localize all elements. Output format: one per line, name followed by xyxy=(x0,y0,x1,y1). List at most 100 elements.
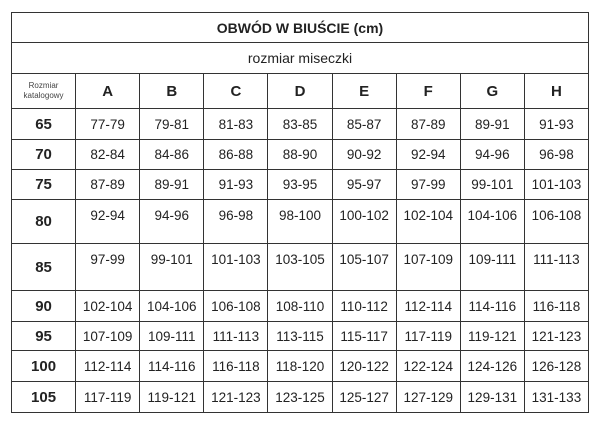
cup-header: F xyxy=(395,73,461,109)
value-cell: 90-92 xyxy=(331,139,397,170)
value-cell: 91-93 xyxy=(523,108,590,140)
value-cell: 101-103 xyxy=(523,169,590,200)
table-row: 65 77-79 79-81 81-83 83-85 85-87 87-89 89-91 91-… xyxy=(10,108,590,140)
value-cell: 77-79 xyxy=(75,108,141,140)
value-cell: 114-116 xyxy=(459,290,525,322)
size-cell: 105 xyxy=(10,381,77,413)
size-cell: 80 xyxy=(10,199,77,244)
value-cell: 104-106 xyxy=(139,290,205,322)
corner-label: Rozmiar katalogowy xyxy=(10,73,77,109)
value-cell: 99-101 xyxy=(459,169,525,200)
cup-header: D xyxy=(267,73,333,109)
table-row: 95 107-109 109-111 111-113 113-115 115-117 117… xyxy=(10,321,590,351)
value-cell: 116-118 xyxy=(203,350,269,382)
corner-label-line1: Rozmiar xyxy=(28,81,59,90)
size-cell: 85 xyxy=(10,243,77,291)
table-row: 85 97-99 99-101 101-103 103-105 105-107 107-10… xyxy=(10,243,590,291)
value-cell: 129-131 xyxy=(459,381,525,413)
value-cell: 103-105 xyxy=(267,243,333,291)
value-cell: 106-108 xyxy=(523,199,590,244)
value-cell: 121-123 xyxy=(203,381,269,413)
value-cell: 117-119 xyxy=(395,321,461,351)
value-cell: 118-120 xyxy=(267,350,333,382)
value-cell: 114-116 xyxy=(139,350,205,382)
value-cell: 120-122 xyxy=(331,350,397,382)
cup-header: G xyxy=(459,73,525,109)
value-cell: 121-123 xyxy=(523,321,590,351)
value-cell: 126-128 xyxy=(523,350,590,382)
value-cell: 119-121 xyxy=(459,321,525,351)
value-cell: 109-111 xyxy=(139,321,205,351)
size-cell: 65 xyxy=(10,108,77,140)
value-cell: 119-121 xyxy=(139,381,205,413)
value-cell: 102-104 xyxy=(395,199,461,244)
value-cell: 83-85 xyxy=(267,108,333,140)
size-cell: 100 xyxy=(10,350,77,382)
value-cell: 123-125 xyxy=(267,381,333,413)
value-cell: 105-107 xyxy=(331,243,397,291)
value-cell: 93-95 xyxy=(267,169,333,200)
value-cell: 111-113 xyxy=(203,321,269,351)
value-cell: 117-119 xyxy=(75,381,141,413)
value-cell: 110-112 xyxy=(331,290,397,322)
value-cell: 91-93 xyxy=(203,169,269,200)
table-row: 75 87-89 89-91 91-93 93-95 95-97 97-99 99-101 10… xyxy=(10,169,590,200)
table-subtitle: rozmiar miseczki xyxy=(11,42,589,74)
value-cell: 127-129 xyxy=(395,381,461,413)
value-cell: 100-102 xyxy=(331,199,397,244)
value-cell: 92-94 xyxy=(75,199,141,244)
value-cell: 115-117 xyxy=(331,321,397,351)
value-cell: 92-94 xyxy=(395,139,461,170)
value-cell: 125-127 xyxy=(331,381,397,413)
value-cell: 112-114 xyxy=(395,290,461,322)
value-cell: 96-98 xyxy=(523,139,590,170)
value-cell: 86-88 xyxy=(203,139,269,170)
table-row: 90 102-104 104-106 106-108 108-110 110-112 112… xyxy=(10,290,590,322)
value-cell: 85-87 xyxy=(331,108,397,140)
size-cell: 75 xyxy=(10,169,77,200)
value-cell: 95-97 xyxy=(331,169,397,200)
value-cell: 101-103 xyxy=(203,243,269,291)
cup-header: E xyxy=(331,73,397,109)
value-cell: 88-90 xyxy=(267,139,333,170)
value-cell: 111-113 xyxy=(523,243,590,291)
value-cell: 109-111 xyxy=(459,243,525,291)
value-cell: 113-115 xyxy=(267,321,333,351)
corner-label-line2: katalogowy xyxy=(23,91,64,100)
value-cell: 106-108 xyxy=(203,290,269,322)
value-cell: 107-109 xyxy=(395,243,461,291)
size-cell: 70 xyxy=(10,139,77,170)
value-cell: 84-86 xyxy=(139,139,205,170)
cup-header: C xyxy=(203,73,269,109)
table-row: 100 112-114 114-116 116-118 118-120 120-122 12… xyxy=(10,350,590,382)
value-cell: 82-84 xyxy=(75,139,141,170)
value-cell: 98-100 xyxy=(267,199,333,244)
table-row: 105 117-119 119-121 121-123 123-125 125-127 12… xyxy=(10,381,590,413)
value-cell: 97-99 xyxy=(75,243,141,291)
value-cell: 116-118 xyxy=(523,290,590,322)
value-cell: 94-96 xyxy=(459,139,525,170)
value-cell: 79-81 xyxy=(139,108,205,140)
table-row: 70 82-84 84-86 86-88 88-90 90-92 92-94 94-96 96-… xyxy=(10,139,590,170)
value-cell: 89-91 xyxy=(459,108,525,140)
size-cell: 90 xyxy=(10,290,77,322)
value-cell: 81-83 xyxy=(203,108,269,140)
table-row: 80 92-94 94-96 96-98 98-100 100-102 102-104 104… xyxy=(10,199,590,244)
value-cell: 102-104 xyxy=(75,290,141,322)
value-cell: 97-99 xyxy=(395,169,461,200)
value-cell: 96-98 xyxy=(203,199,269,244)
value-cell: 112-114 xyxy=(75,350,141,382)
cup-header: H xyxy=(523,73,590,109)
cup-header: A xyxy=(75,73,141,109)
value-cell: 122-124 xyxy=(395,350,461,382)
table-title: OBWÓD W BIUŚCIE (cm) xyxy=(11,12,589,43)
value-cell: 87-89 xyxy=(395,108,461,140)
value-cell: 104-106 xyxy=(459,199,525,244)
value-cell: 94-96 xyxy=(139,199,205,244)
value-cell: 108-110 xyxy=(267,290,333,322)
value-cell: 99-101 xyxy=(139,243,205,291)
value-cell: 89-91 xyxy=(139,169,205,200)
value-cell: 107-109 xyxy=(75,321,141,351)
cup-header: B xyxy=(139,73,205,109)
value-cell: 87-89 xyxy=(75,169,141,200)
